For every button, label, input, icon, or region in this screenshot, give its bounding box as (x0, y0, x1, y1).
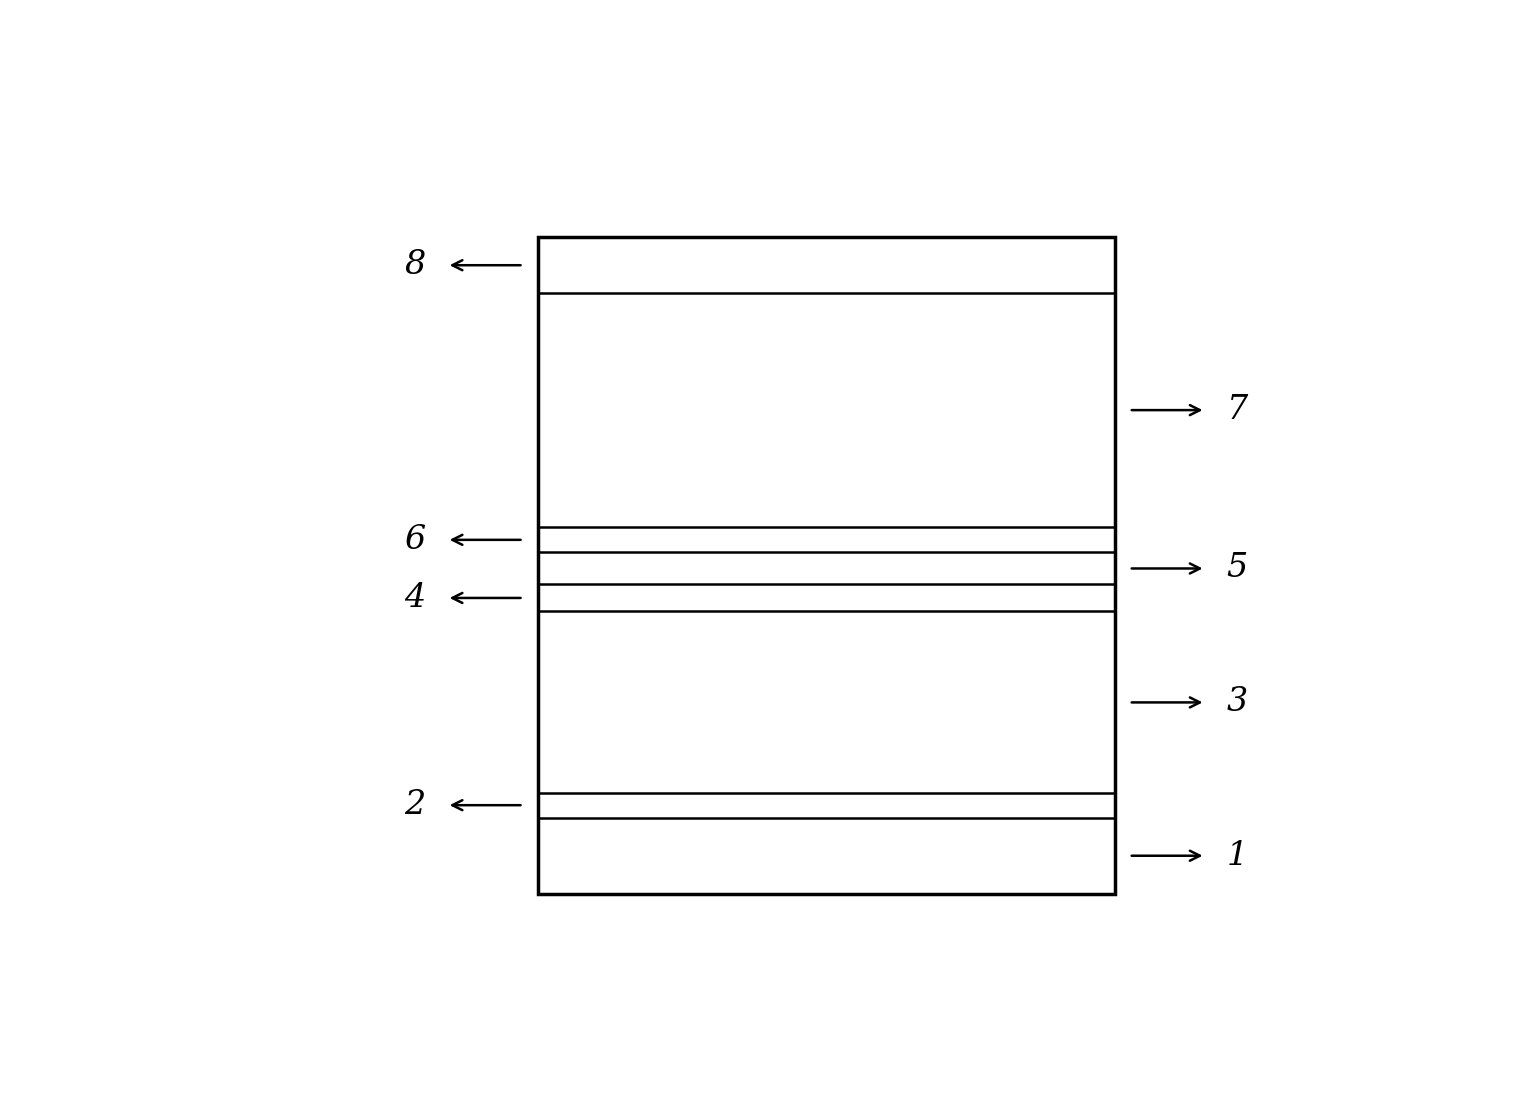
Text: 8: 8 (404, 249, 426, 281)
Text: 1: 1 (1227, 840, 1248, 872)
Bar (538, 236, 1114, 894)
Text: 6: 6 (404, 524, 426, 556)
Text: 5: 5 (1227, 552, 1248, 584)
Text: 4: 4 (404, 582, 426, 614)
Text: 2: 2 (404, 789, 426, 822)
Text: 3: 3 (1227, 686, 1248, 719)
Text: 7: 7 (1227, 394, 1248, 426)
